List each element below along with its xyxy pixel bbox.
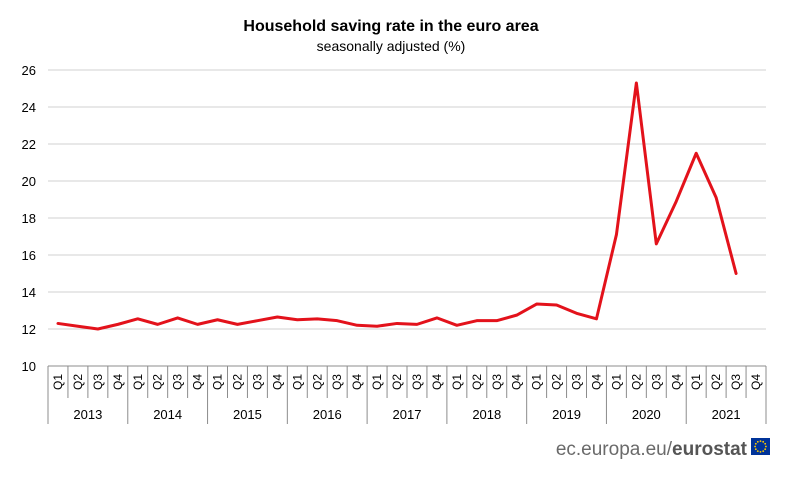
y-tick-label-14: 14 [22, 285, 36, 300]
gridlines [48, 69, 766, 367]
year-label-2016: 2016 [313, 407, 342, 422]
year-label-2013: 2013 [73, 407, 102, 422]
quarter-label-2019-Q1: Q1 [530, 374, 544, 390]
flag-star [754, 448, 757, 451]
flag-star [754, 445, 756, 448]
year-label-2020: 2020 [632, 407, 661, 422]
flag-star [762, 440, 765, 443]
year-label-2015: 2015 [233, 407, 262, 422]
year-label-2017: 2017 [393, 407, 422, 422]
quarter-label-2014-Q1: Q1 [131, 374, 145, 390]
flag-star [764, 448, 767, 451]
flag-star [764, 442, 767, 445]
y-tick-label-26: 26 [22, 63, 36, 78]
quarter-label-2018-Q3: Q3 [490, 374, 504, 390]
footer: ec.europa.eu/eurostat [556, 438, 770, 460]
y-tick-label-10: 10 [22, 359, 36, 374]
quarter-label-2013-Q1: Q1 [51, 374, 65, 390]
quarter-label-2014-Q3: Q3 [171, 374, 185, 390]
footer-url: ec.europa.eu/eurostat [556, 439, 748, 460]
quarter-label-2019-Q4: Q4 [589, 374, 603, 390]
quarter-label-2020-Q2: Q2 [629, 374, 643, 390]
quarter-label-2018-Q1: Q1 [450, 374, 464, 390]
eu-flag-icon [751, 438, 770, 455]
y-tick-label-24: 24 [22, 100, 36, 115]
quarter-label-2017-Q3: Q3 [410, 374, 424, 390]
footer-brand: eurostat [672, 439, 748, 460]
flag-star [754, 442, 757, 445]
quarter-label-2015-Q1: Q1 [211, 374, 225, 390]
quarter-label-2017-Q1: Q1 [370, 374, 384, 390]
chart-title: Household saving rate in the euro area [243, 18, 538, 35]
footer-domain: ec.europa.eu/ [556, 439, 673, 460]
quarter-label-2017-Q2: Q2 [390, 374, 404, 390]
quarter-label-2015-Q4: Q4 [270, 374, 284, 390]
x-axis: Q1 Q2 Q3 Q4 2013 Q1 Q2 Q3 Q4 2014 Q1 Q2 Q3 Q4 2015 Q1 Q2… [47, 366, 767, 424]
flag-star [756, 450, 759, 453]
flag-star [759, 440, 762, 442]
y-tick-label-22: 22 [22, 137, 36, 152]
quarter-label-2016-Q1: Q1 [290, 374, 304, 390]
chart-subtitle: seasonally adjusted (%) [317, 38, 466, 54]
quarter-label-2014-Q2: Q2 [151, 374, 165, 390]
y-tick-label-20: 20 [22, 174, 36, 189]
year-label-2014: 2014 [153, 407, 182, 422]
quarter-label-2017-Q4: Q4 [430, 374, 444, 390]
year-label-2019: 2019 [552, 407, 581, 422]
y-tick-label-12: 12 [22, 322, 36, 337]
y-tick-label-16: 16 [22, 248, 36, 263]
flag-field [751, 438, 770, 455]
quarter-label-2015-Q3: Q3 [250, 374, 264, 390]
quarter-label-2013-Q2: Q2 [71, 374, 85, 390]
quarter-label-2020-Q1: Q1 [609, 374, 623, 390]
quarter-label-2014-Q4: Q4 [191, 374, 205, 390]
quarter-label-2015-Q2: Q2 [230, 374, 244, 390]
quarter-label-2016-Q4: Q4 [350, 374, 364, 390]
quarter-label-2021-Q4: Q4 [749, 374, 763, 390]
quarter-label-2016-Q2: Q2 [310, 374, 324, 390]
quarter-label-2018-Q4: Q4 [510, 374, 524, 390]
quarter-label-2016-Q3: Q3 [330, 374, 344, 390]
quarter-label-2013-Q4: Q4 [111, 374, 125, 390]
flag-star [765, 445, 767, 448]
flag-star [756, 440, 759, 443]
y-tick-label-18: 18 [22, 211, 36, 226]
quarter-label-2013-Q3: Q3 [91, 374, 105, 390]
flag-star [762, 450, 765, 453]
y-axis-tick-labels: 10 12 14 16 18 20 22 24 26 [22, 63, 36, 374]
quarter-label-2020-Q3: Q3 [649, 374, 663, 390]
quarter-label-2021-Q3: Q3 [729, 374, 743, 390]
series [56, 81, 738, 331]
quarter-label-2019-Q2: Q2 [550, 374, 564, 390]
quarter-label-2018-Q2: Q2 [470, 374, 484, 390]
year-label-2021: 2021 [712, 407, 741, 422]
flag-star [759, 451, 762, 453]
quarter-label-2020-Q4: Q4 [669, 374, 683, 390]
quarter-label-2021-Q1: Q1 [689, 374, 703, 390]
series-line-0 [56, 81, 738, 331]
quarter-label-2021-Q2: Q2 [709, 374, 723, 390]
year-label-2018: 2018 [472, 407, 501, 422]
quarter-label-2019-Q3: Q3 [570, 374, 584, 390]
